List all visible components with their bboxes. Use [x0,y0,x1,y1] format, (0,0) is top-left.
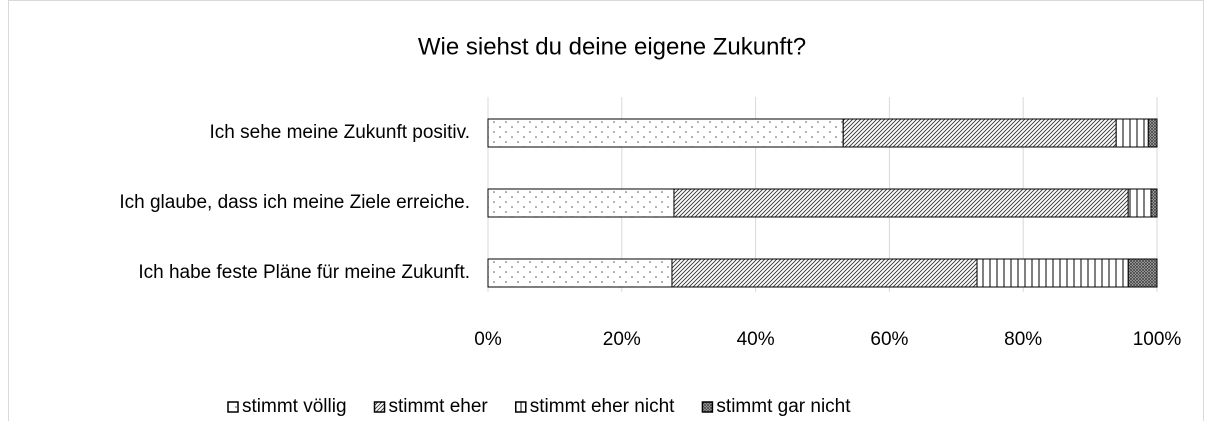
legend-swatch [701,401,714,413]
x-tick-label: 20% [603,329,641,350]
bar-segment [487,188,675,218]
x-tick-label: 40% [737,329,775,350]
bar-segment [1147,118,1158,148]
bar-segment [487,258,673,288]
bar-segment [1115,118,1149,148]
legend-swatch [373,401,386,413]
legend-label: stimmt gar nicht [716,396,851,417]
bar-segment [671,258,978,288]
bar-segment [1127,188,1152,218]
chart-title: Wie siehst du deine eigene Zukunft? [418,33,806,60]
x-tick-label: 100% [1133,329,1182,350]
bar-segment [1127,258,1158,288]
legend-label: stimmt eher [389,396,489,417]
legend-label: stimmt völlig [242,396,347,417]
bar-segment [842,118,1117,148]
x-tick-label: 60% [870,329,908,350]
y-tick-label: Ich sehe meine Zukunft positiv. [210,122,471,143]
x-tick-label: 80% [1004,329,1042,350]
chart-border [8,0,1204,421]
legend-swatch [515,401,527,413]
legend-label: stimmt eher nicht [530,396,675,417]
y-tick-label: Ich glaube, dass ich meine Ziele erreich… [119,192,470,213]
y-tick-label: Ich habe feste Pläne für meine Zukunft. [138,262,470,283]
x-tick-label: 0% [474,329,502,350]
bar-segment [673,188,1129,218]
bar-segment [1150,188,1158,218]
bar-segment [487,118,844,148]
legend-swatch [227,401,239,413]
bar-segment [976,258,1129,288]
